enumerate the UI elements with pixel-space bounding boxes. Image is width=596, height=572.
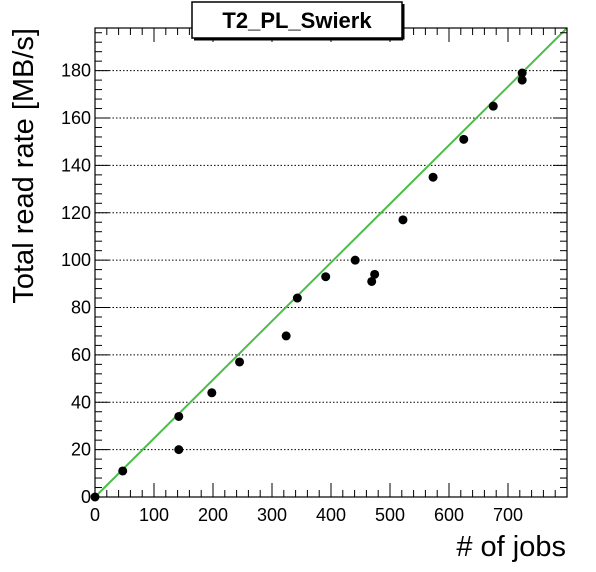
data-point [367, 276, 377, 286]
y-tick-label: 20 [71, 440, 91, 460]
title-box: T2_PL_Swierk [191, 1, 405, 41]
data-point [281, 331, 291, 341]
x-tick-label: 0 [90, 505, 100, 525]
y-tick-label: 120 [61, 203, 91, 223]
y-tick-label: 160 [61, 108, 91, 128]
data-point [174, 445, 184, 455]
x-tick-label: 200 [198, 505, 228, 525]
data-point [517, 68, 527, 78]
y-tick-label: 40 [71, 392, 91, 412]
y-tick-label: 0 [81, 487, 91, 507]
data-point [370, 269, 380, 279]
data-point [90, 492, 100, 502]
data-point [459, 134, 469, 144]
data-point [517, 75, 527, 85]
fit-line [94, 27, 568, 498]
x-tick-label: 600 [434, 505, 464, 525]
y-tick-label: 80 [71, 298, 91, 318]
x-tick-label: 700 [493, 505, 523, 525]
data-point [488, 101, 498, 111]
y-tick-label: 100 [61, 250, 91, 270]
y-tick-label: 140 [61, 155, 91, 175]
grid-lines [95, 70, 567, 451]
data-point [174, 411, 184, 421]
data-point [321, 272, 331, 282]
x-tick-labels: 0 100 200 300 400 500 600 700 [90, 505, 523, 525]
fit-line-layer [94, 27, 568, 498]
y-tick-labels: 0 20 40 60 80 100 120 140 160 180 [61, 61, 91, 507]
y-tick-label: 180 [61, 61, 91, 81]
data-points [90, 68, 527, 502]
chart-title: T2_PL_Swierk [222, 8, 372, 33]
data-point [118, 466, 128, 476]
x-tick-label: 100 [139, 505, 169, 525]
x-tick-label: 500 [375, 505, 405, 525]
y-axis-title: Total read rate [MB/s] [8, 28, 40, 304]
data-point [428, 172, 438, 182]
x-tick-label: 400 [316, 505, 346, 525]
x-tick-label: 300 [257, 505, 287, 525]
data-point [235, 357, 245, 367]
data-point [350, 255, 360, 265]
x-axis-title: # of jobs [456, 531, 566, 563]
y-tick-label: 60 [71, 345, 91, 365]
data-point [398, 215, 408, 225]
data-point [292, 293, 302, 303]
data-point [207, 388, 217, 398]
